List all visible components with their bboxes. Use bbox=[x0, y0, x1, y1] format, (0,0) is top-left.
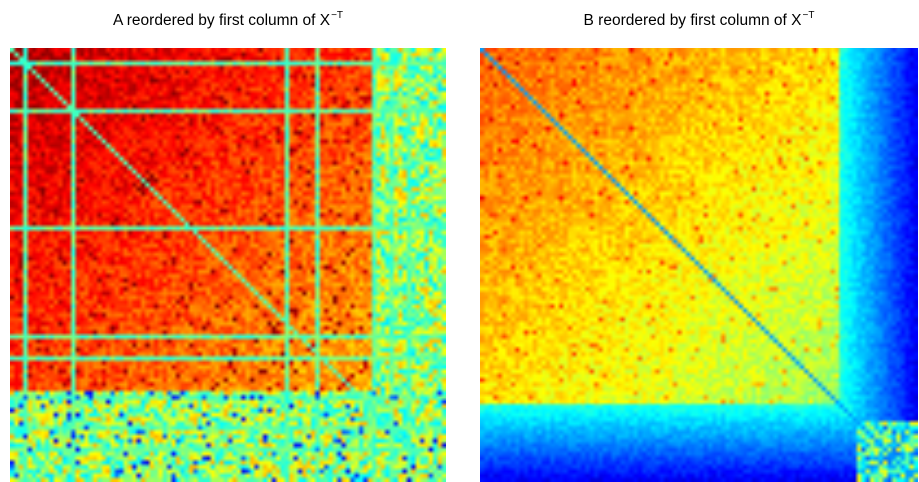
chart-title-a: A reordered by first column of X−T bbox=[112, 10, 344, 29]
heatmap-b bbox=[480, 48, 918, 482]
chart-title-b: B reordered by first column of X−T bbox=[583, 10, 815, 29]
heatmap-a bbox=[10, 48, 446, 482]
